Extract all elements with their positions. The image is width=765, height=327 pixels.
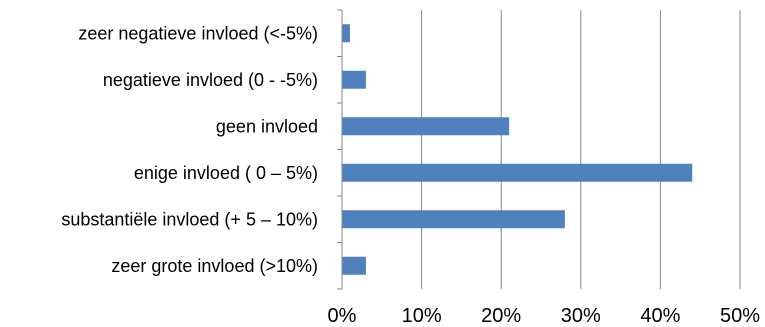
bar (342, 24, 350, 43)
x-tick-label: 10% (402, 305, 442, 327)
bars (342, 24, 693, 275)
x-tick-labels: 0% 10% 20% 30% 40% 50% (328, 305, 761, 327)
axes (337, 9, 343, 290)
x-tick-label: 30% (561, 305, 601, 327)
gridlines (421, 10, 741, 289)
category-label: enige invloed ( 0 – 5%) (134, 163, 318, 183)
category-label: substantiële invloed (+ 5 – 10%) (61, 209, 318, 229)
bar (342, 256, 366, 275)
bar (342, 70, 366, 89)
category-labels: zeer negatieve invloed (<-5%) negatieve i… (61, 23, 318, 276)
category-label: negatieve invloed (0 - -5%) (103, 70, 318, 90)
category-label: zeer grote invloed (>10%) (111, 256, 318, 276)
x-tick-label: 40% (640, 305, 680, 327)
bar (342, 117, 510, 136)
bar (342, 210, 565, 229)
x-tick-label: 50% (720, 305, 760, 327)
x-tick-label: 0% (328, 305, 357, 327)
bar (342, 163, 693, 182)
category-label: zeer negatieve invloed (<-5%) (78, 23, 318, 43)
category-label: geen invloed (216, 116, 318, 136)
x-tick-label: 20% (481, 305, 521, 327)
